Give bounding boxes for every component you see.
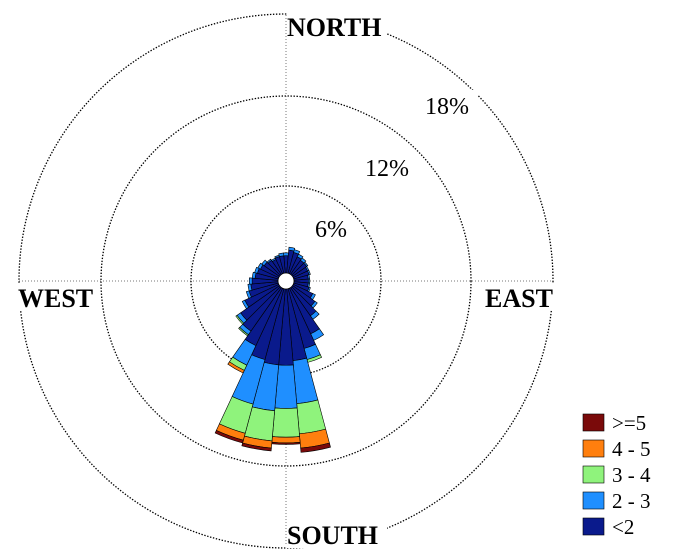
legend-swatch-2 bbox=[582, 465, 605, 484]
petal-dir-320-series-1 bbox=[266, 258, 272, 264]
petal-dir-170-series-1 bbox=[292, 357, 319, 404]
petal-dir-260-series-1 bbox=[247, 283, 253, 292]
wind-petals bbox=[214, 246, 331, 453]
petal-dir-40-series-1 bbox=[300, 257, 307, 264]
legend-swatch-4 bbox=[582, 517, 605, 536]
petal-dir-0-series-1 bbox=[283, 252, 289, 257]
legend-swatch-0 bbox=[582, 413, 605, 432]
legend-swatch-1 bbox=[582, 439, 605, 458]
petal-dir-210-series-3 bbox=[227, 361, 245, 374]
legend: >=54 - 53 - 42 - 3<2 bbox=[582, 411, 651, 539]
petal-dir-170-series-4 bbox=[300, 442, 331, 453]
legend-swatch-3 bbox=[582, 491, 605, 510]
petal-dir-90-series-1 bbox=[307, 278, 311, 284]
ring-18-percent bbox=[18, 13, 554, 549]
label-north: NORTH bbox=[287, 13, 381, 42]
label-south: SOUTH bbox=[287, 521, 378, 550]
legend-label-2: 3 - 4 bbox=[612, 463, 651, 487]
petal-dir-180-series-3 bbox=[271, 436, 301, 444]
petal-dir-10-series-1 bbox=[288, 246, 296, 252]
ring-label-18: 18% bbox=[425, 94, 469, 120]
ring-12-percent bbox=[100, 95, 472, 467]
petal-dir-220-series-2 bbox=[238, 326, 249, 337]
center-hub bbox=[277, 272, 295, 290]
petal-dir-230-series-2 bbox=[235, 314, 245, 325]
petal-dir-240-series-1 bbox=[241, 299, 250, 310]
petal-dir-250-series-1 bbox=[245, 290, 252, 299]
petal-dir-280-series-1 bbox=[251, 271, 257, 279]
petal-dir-300-series-1 bbox=[257, 262, 264, 270]
petal-dir-310-series-1 bbox=[261, 259, 268, 267]
petal-dir-70-series-1 bbox=[307, 269, 311, 276]
petal-dir-170-series-2 bbox=[296, 399, 327, 435]
petal-dir-290-series-1 bbox=[254, 266, 260, 274]
ring-label-12: 12% bbox=[365, 156, 409, 182]
petal-dir-30-series-1 bbox=[296, 253, 304, 260]
legend-label-1: 4 - 5 bbox=[612, 437, 651, 461]
direction-labels: NORTH SOUTH WEST EAST 6% 12% 18% bbox=[16, 12, 558, 550]
petal-dir-270-series-1 bbox=[248, 277, 253, 285]
label-east: EAST bbox=[485, 284, 553, 313]
ring-label-6: 6% bbox=[315, 217, 347, 243]
legend-label-0: >=5 bbox=[612, 411, 646, 435]
petal-dir-350-series-1 bbox=[278, 252, 285, 257]
petal-dir-180-series-2 bbox=[272, 407, 300, 438]
legend-label-3: 2 - 3 bbox=[612, 489, 651, 513]
petal-dir-190-series-4 bbox=[241, 442, 272, 452]
petal-dir-50-series-1 bbox=[303, 261, 309, 267]
petal-dir-200-series-4 bbox=[214, 429, 244, 444]
petal-dir-80-series-1 bbox=[307, 274, 311, 280]
legend-label-4: <2 bbox=[612, 515, 634, 539]
ring-6-percent bbox=[190, 185, 382, 377]
label-west: WEST bbox=[18, 284, 93, 313]
petal-dir-20-series-1 bbox=[293, 249, 301, 255]
petal-dir-100-series-1 bbox=[307, 282, 311, 288]
